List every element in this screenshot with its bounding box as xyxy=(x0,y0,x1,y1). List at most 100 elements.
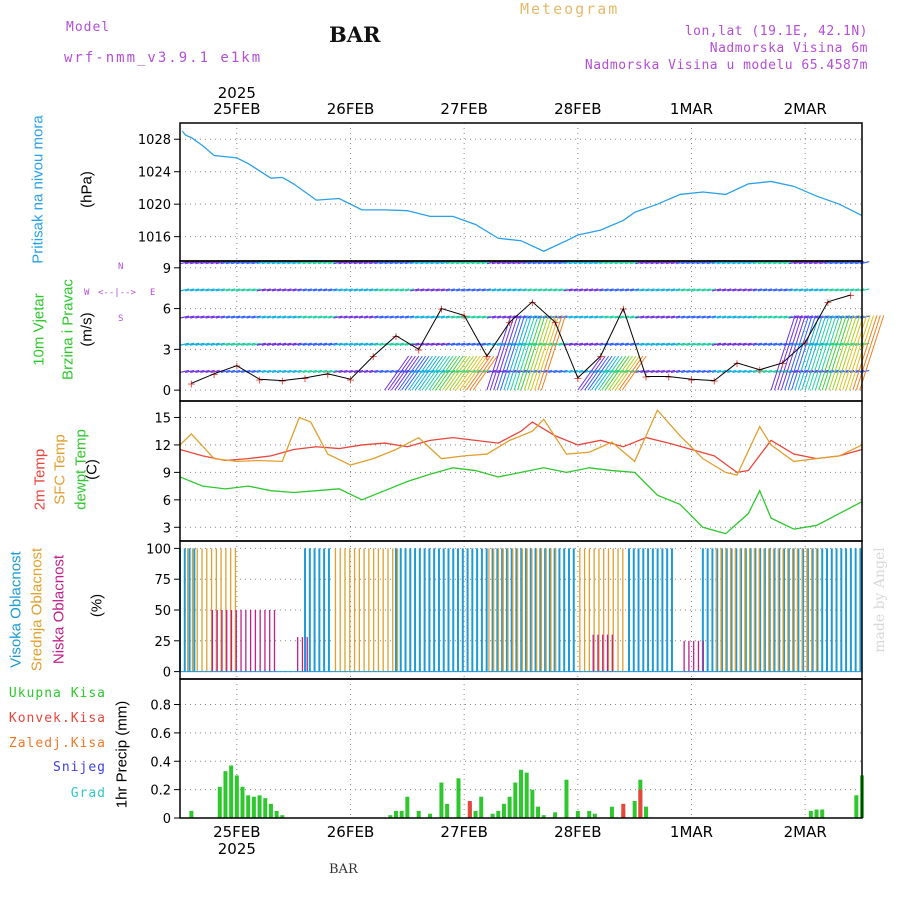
wind-arrow xyxy=(282,261,292,265)
wind-arrow xyxy=(747,288,757,292)
wind-arrow xyxy=(292,288,302,292)
wind-arrow xyxy=(829,315,839,319)
wind-arrow xyxy=(558,342,568,346)
wind-arrow xyxy=(573,315,583,319)
wind-arrow xyxy=(343,315,353,319)
wind-arrow xyxy=(333,369,343,374)
wind-fan-arrow xyxy=(462,355,488,391)
wind-arrow xyxy=(722,261,732,265)
y-tick-label: 0 xyxy=(163,384,171,399)
wind-arrow xyxy=(420,342,430,346)
wind-arrow xyxy=(655,315,665,319)
wind-arrow xyxy=(757,342,768,346)
wind-arrow xyxy=(727,288,737,292)
wind-arrow xyxy=(425,288,435,292)
wind-arrow xyxy=(496,261,507,265)
wind-arrow xyxy=(727,369,737,374)
bottom-station: BAR xyxy=(329,862,358,877)
wind-arrow xyxy=(256,315,266,319)
wind-arrow xyxy=(369,288,379,292)
wind-arrow xyxy=(266,315,277,319)
precip-total-bar xyxy=(820,809,825,818)
wind-arrow xyxy=(563,342,573,346)
precip-total-bar xyxy=(808,810,813,818)
wind-arrow xyxy=(486,369,497,374)
wind-arrow xyxy=(737,315,747,319)
wind-speed-marker: + xyxy=(187,377,196,390)
wind-arrow xyxy=(624,288,635,292)
wind-arrow xyxy=(614,342,624,346)
wind-arrow xyxy=(655,342,665,346)
wind-arrow xyxy=(399,315,410,319)
wind-arrow xyxy=(578,261,589,265)
wind-arrow xyxy=(706,288,716,292)
top-day-label: 25FEB xyxy=(213,100,260,118)
wind-arrow xyxy=(819,261,829,265)
wind-arrow xyxy=(435,315,445,319)
wind-arrow xyxy=(742,315,752,319)
wind-arrow xyxy=(686,288,696,292)
wind-arrow xyxy=(798,288,809,292)
wind-arrow xyxy=(747,315,757,319)
wind-arrow xyxy=(353,342,364,346)
wind-arrow xyxy=(829,261,839,265)
wind-fan-arrow xyxy=(587,355,613,391)
wind-fan-arrow xyxy=(804,315,830,391)
wind-arrow xyxy=(323,369,333,374)
wind-arrow xyxy=(701,342,711,346)
wind-arrow xyxy=(328,342,338,346)
wind-arrow xyxy=(788,288,798,292)
temp-2m-line xyxy=(179,421,863,474)
precip-total-bar xyxy=(632,800,637,818)
model-value: wrf-nmm_v3.9.1 e1km xyxy=(64,50,263,66)
precip-legend-grad: Grad xyxy=(70,786,106,801)
wind-arrow xyxy=(328,369,338,374)
precip-total-bar xyxy=(234,775,239,818)
wind-arrow xyxy=(609,261,619,265)
wind-arrow xyxy=(757,261,768,265)
wind-arrow xyxy=(762,261,773,265)
wind-arrow xyxy=(271,315,282,319)
wind-arrow xyxy=(788,315,798,319)
wind-fan-arrow xyxy=(438,355,464,391)
wind-arrow xyxy=(747,369,757,374)
y-tick-label: 1028 xyxy=(138,133,171,148)
wind-arrow xyxy=(645,261,655,265)
wind-arrow xyxy=(752,261,763,265)
wind-arrow xyxy=(425,342,435,346)
wind-arrow xyxy=(696,315,706,319)
wind-arrow xyxy=(849,315,860,319)
precip-legend-conv: Konvek.Kisa xyxy=(8,711,106,726)
wind-arrow xyxy=(650,342,660,346)
wind-arrow xyxy=(364,315,374,319)
wind-arrow xyxy=(768,315,778,319)
wind-arrow xyxy=(670,288,681,292)
wind-arrow xyxy=(241,288,251,292)
wind-arrow xyxy=(456,288,466,292)
wind-arrow xyxy=(778,315,788,319)
wind-arrow xyxy=(491,342,502,346)
wind-arrow xyxy=(456,315,466,319)
wind-arrow xyxy=(589,261,599,265)
wind-arrow xyxy=(231,315,241,319)
compass-n: N xyxy=(118,262,124,272)
wind-arrow xyxy=(732,369,742,374)
wind-arrow xyxy=(619,288,630,292)
wind-arrow xyxy=(783,288,793,292)
wind-arrow xyxy=(210,369,220,374)
wind-arrow xyxy=(200,261,210,265)
wind-arrow xyxy=(527,261,537,265)
wind-arrow xyxy=(716,288,727,292)
wind-arrow xyxy=(312,315,323,319)
wind-arrow xyxy=(307,369,318,374)
meteogram-title: Meteogram xyxy=(520,0,620,18)
wind-arrow xyxy=(619,261,630,265)
precip-total-bar xyxy=(399,810,404,818)
wind-fan-arrow xyxy=(435,355,461,391)
wind-arrow xyxy=(205,315,215,319)
wind-arrow xyxy=(568,342,578,346)
bottom-year-label: 2025 xyxy=(218,840,256,858)
wind-arrow xyxy=(640,288,650,292)
wind-arrow xyxy=(236,369,246,374)
wind-arrow xyxy=(241,315,251,319)
